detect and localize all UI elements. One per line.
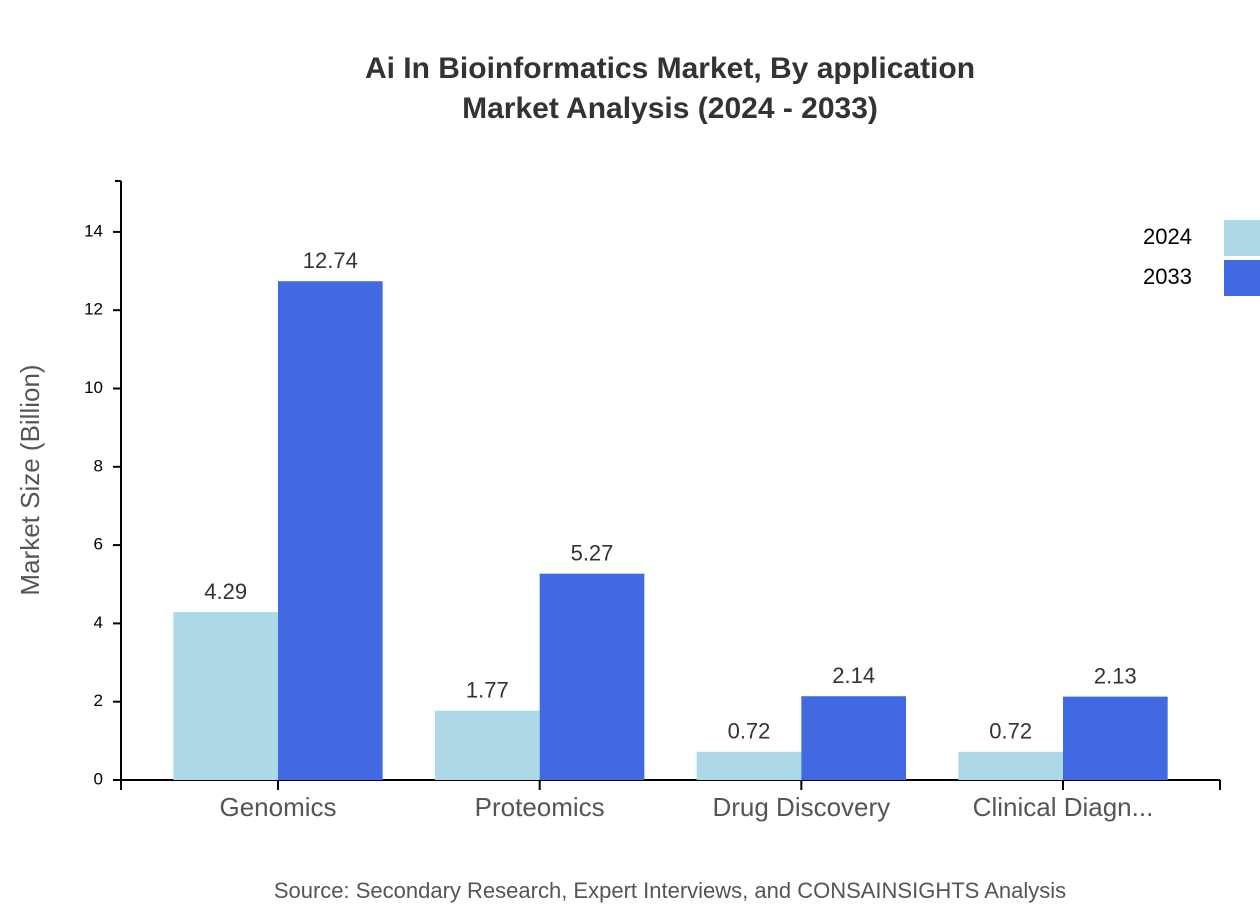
legend-label: 2024 — [1143, 224, 1192, 249]
x-tick-label: Clinical Diagn... — [973, 792, 1154, 822]
chart-subtitle: Market Analysis (2024 - 2033) — [462, 92, 878, 125]
bar — [801, 696, 906, 780]
y-tick-label: 12 — [84, 300, 103, 319]
source-note: Source: Secondary Research, Expert Inter… — [274, 878, 1066, 903]
chart-title: Ai In Bioinformatics Market, By applicat… — [365, 52, 975, 85]
value-label: 5.27 — [571, 540, 614, 565]
bar — [1063, 696, 1168, 780]
x-tick-label: Drug Discovery — [712, 792, 890, 822]
bar — [696, 751, 802, 780]
value-label: 2.13 — [1094, 663, 1137, 688]
y-tick-label: 6 — [94, 535, 103, 554]
bar — [539, 573, 645, 780]
y-tick-label: 0 — [94, 769, 103, 788]
y-tick-label: 4 — [94, 613, 103, 632]
y-axis-label: Market Size (Billion) — [15, 364, 45, 595]
bar — [173, 612, 278, 780]
y-tick-label: 10 — [84, 378, 103, 397]
y-tick-label: 8 — [94, 456, 103, 475]
value-label: 1.77 — [466, 678, 509, 703]
y-tick-label: 2 — [94, 691, 103, 710]
legend-swatch — [1224, 220, 1260, 256]
legend-label: 2033 — [1143, 264, 1192, 289]
x-tick-label: Genomics — [219, 792, 336, 822]
bar — [435, 710, 540, 780]
value-label: 12.74 — [303, 248, 358, 273]
bar — [958, 751, 1063, 780]
value-label: 0.72 — [989, 719, 1032, 744]
y-tick-label: 14 — [84, 221, 103, 240]
value-label: 4.29 — [204, 579, 247, 604]
legend-swatch — [1224, 260, 1260, 296]
value-label: 2.14 — [832, 663, 875, 688]
value-label: 0.72 — [728, 719, 771, 744]
x-tick-label: Proteomics — [475, 792, 605, 822]
bar — [278, 281, 383, 780]
